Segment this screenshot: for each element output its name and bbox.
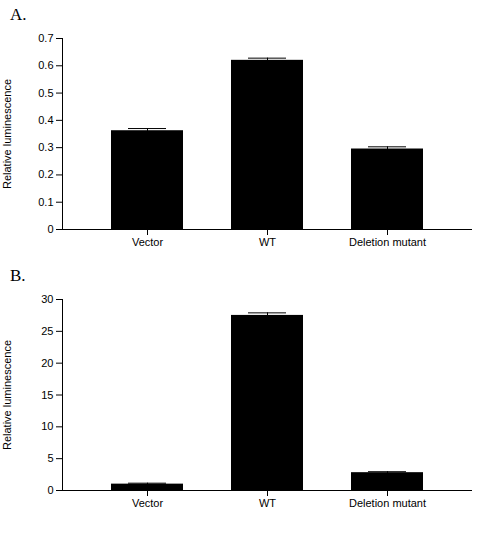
svg-text:Relative luminescence: Relative luminescence — [1, 340, 13, 450]
svg-text:0.3: 0.3 — [38, 141, 53, 153]
svg-text:5: 5 — [47, 452, 53, 464]
svg-text:0.6: 0.6 — [38, 59, 53, 71]
svg-text:Vector: Vector — [132, 497, 164, 509]
html-text:B.: B. — [10, 266, 26, 285]
svg-text:Vector: Vector — [132, 236, 164, 248]
svg-text:10: 10 — [41, 420, 53, 432]
svg-text:WT: WT — [259, 236, 276, 248]
svg-text:0.2: 0.2 — [38, 168, 53, 180]
svg-text:WT: WT — [259, 497, 276, 509]
svg-text:Deletion mutant: Deletion mutant — [349, 236, 426, 248]
svg-text:Relative luminescence: Relative luminescence — [1, 79, 13, 189]
svg-text:0: 0 — [47, 223, 53, 235]
svg-text:0.7: 0.7 — [38, 32, 53, 44]
html-text:A.: A. — [10, 5, 27, 24]
svg-text:0.1: 0.1 — [38, 196, 53, 208]
svg-text:25: 25 — [41, 325, 53, 337]
svg-text:30: 30 — [41, 293, 53, 305]
svg-text:Deletion mutant: Deletion mutant — [349, 497, 426, 509]
svg-text:0.5: 0.5 — [38, 87, 53, 99]
svg-text:0.4: 0.4 — [38, 114, 53, 126]
svg-text:20: 20 — [41, 357, 53, 369]
svg-text:0: 0 — [47, 484, 53, 496]
svg-text:15: 15 — [41, 389, 53, 401]
